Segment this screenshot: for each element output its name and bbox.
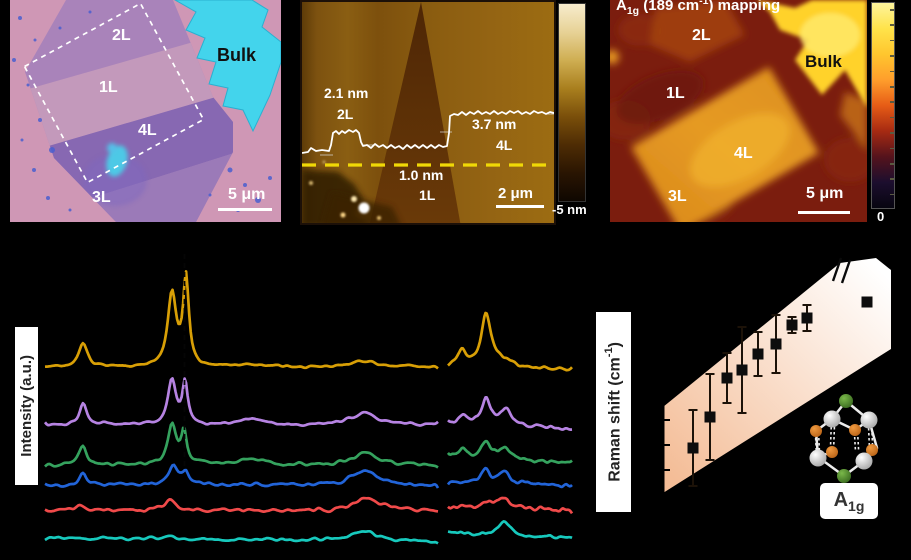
gray-atom bbox=[809, 449, 827, 467]
panel-raman-map: A1g (189 cm-1) mapping 2L 1L 4L 3L Bulk … bbox=[610, 0, 867, 222]
data-point-3 bbox=[721, 372, 733, 384]
optical-cyan-blob bbox=[106, 143, 128, 177]
orange-atom bbox=[849, 424, 861, 436]
orange-atom bbox=[866, 444, 878, 456]
green-atom bbox=[839, 394, 853, 408]
curve-5-red-panel1 bbox=[44, 496, 439, 514]
map-colorbar-min: 0 bbox=[877, 209, 885, 224]
afm-step-1l: 1L bbox=[419, 187, 436, 203]
curve-3-green-panel2 bbox=[446, 439, 573, 464]
optical-label-bulk: Bulk bbox=[217, 45, 257, 65]
scatter-points bbox=[687, 296, 873, 487]
optical-label-3l: 3L bbox=[92, 189, 111, 206]
raman-map-image bbox=[610, 0, 867, 222]
map-label-3l: 3L bbox=[668, 188, 687, 205]
gray-atom bbox=[823, 410, 841, 428]
vibration-bond bbox=[817, 432, 821, 456]
vibration-bond bbox=[856, 431, 860, 451]
map-scalebar-label: 5 μm bbox=[806, 185, 844, 202]
afm-colorbar bbox=[558, 3, 586, 202]
vibration-bond bbox=[853, 431, 857, 451]
gray-atom bbox=[855, 452, 873, 470]
afm-dark-triangle bbox=[369, 2, 461, 223]
optical-scalebar bbox=[218, 208, 272, 211]
data-point-8 bbox=[801, 312, 813, 324]
map-colorbar bbox=[871, 2, 895, 209]
afm-scalebar-label: 2 μm bbox=[498, 185, 534, 202]
map-label-bulk: Bulk bbox=[805, 52, 842, 71]
afm-step-2l: 2L bbox=[337, 106, 354, 122]
panel-afm: 2.1 nm 2L 3.7 nm 4L 1.0 nm 1L 2 μm bbox=[300, 0, 556, 225]
curve-6-teal-panel2 bbox=[447, 520, 573, 540]
raman-spectra-chart bbox=[43, 254, 574, 545]
map-title: A1g (189 cm-1) mapping bbox=[616, 0, 781, 17]
map-bulk-region bbox=[757, 0, 867, 108]
orange-atom bbox=[826, 446, 838, 458]
optical-label-2l: 2L bbox=[112, 27, 131, 44]
data-point-7 bbox=[786, 319, 798, 331]
optical-scalebar-label: 5 μm bbox=[228, 186, 266, 203]
axis-break-icon bbox=[831, 257, 852, 284]
curve-5-red-panel2 bbox=[447, 496, 574, 515]
optical-image bbox=[12, 0, 281, 222]
green-atom bbox=[837, 469, 851, 483]
optical-bulk-flake bbox=[173, 0, 281, 133]
afm-step-4l: 4L bbox=[496, 137, 513, 153]
mode-label: A1g bbox=[833, 488, 865, 514]
gray-atom bbox=[860, 411, 878, 429]
curve-2-purple-panel1 bbox=[43, 377, 439, 428]
afm-scalebar bbox=[496, 205, 544, 208]
map-colorbar-ticks bbox=[890, 3, 894, 208]
crystal-structure-inset bbox=[809, 394, 879, 483]
data-point-6 bbox=[770, 338, 782, 350]
panel-optical: 2L 1L 4L 3L Bulk 5 μm bbox=[10, 0, 281, 222]
afm-step-2l-height: 2.1 nm bbox=[324, 85, 369, 101]
map-label-4l: 4L bbox=[734, 145, 753, 162]
map-2l-region bbox=[650, 0, 745, 62]
afm-step-1l-height: 1.0 nm bbox=[399, 167, 444, 183]
afm-bright-particles bbox=[309, 160, 381, 220]
curve-4-blue-panel2 bbox=[446, 466, 573, 489]
data-point-9 bbox=[861, 296, 873, 308]
afm-image bbox=[302, 2, 554, 223]
orange-atom bbox=[810, 425, 822, 437]
curve-6-teal-panel1 bbox=[44, 529, 439, 545]
afm-colorbar-min: -5 nm bbox=[552, 202, 587, 217]
curve-1-gold-panel1 bbox=[44, 270, 439, 370]
data-point-4 bbox=[736, 364, 748, 376]
data-point-2 bbox=[704, 411, 716, 423]
raman-shift-scatter-chart bbox=[662, 257, 891, 495]
map-label-1l: 1L bbox=[666, 85, 685, 102]
curve-3-green-panel1 bbox=[44, 421, 439, 469]
scatter-ylabel-box: Raman shift (cm-1) bbox=[596, 312, 631, 512]
scatter-y-axis bbox=[662, 405, 670, 495]
scatter-ylabel: Raman shift (cm-1) bbox=[602, 342, 624, 482]
spectra-ylabel-box: Intensity (a.u.) bbox=[15, 327, 38, 485]
trend-band bbox=[663, 258, 891, 493]
curve-1-gold-panel2 bbox=[447, 311, 573, 372]
optical-specks bbox=[12, 10, 272, 212]
optical-label-1l: 1L bbox=[99, 79, 118, 96]
map-1l-region bbox=[616, 70, 704, 124]
data-point-5 bbox=[752, 348, 764, 360]
map-label-2l: 2L bbox=[692, 27, 711, 44]
afm-height-profile bbox=[302, 110, 554, 154]
afm-step-4l-height: 3.7 nm bbox=[472, 116, 517, 132]
data-point-1 bbox=[687, 442, 699, 454]
curve-4-blue-panel1 bbox=[44, 463, 440, 489]
map-scalebar bbox=[798, 211, 850, 214]
optical-label-4l: 4L bbox=[138, 122, 157, 139]
mode-label-box: A1g bbox=[820, 483, 878, 519]
vibration-bond bbox=[867, 422, 871, 448]
curve-2-purple-panel2 bbox=[447, 396, 573, 431]
